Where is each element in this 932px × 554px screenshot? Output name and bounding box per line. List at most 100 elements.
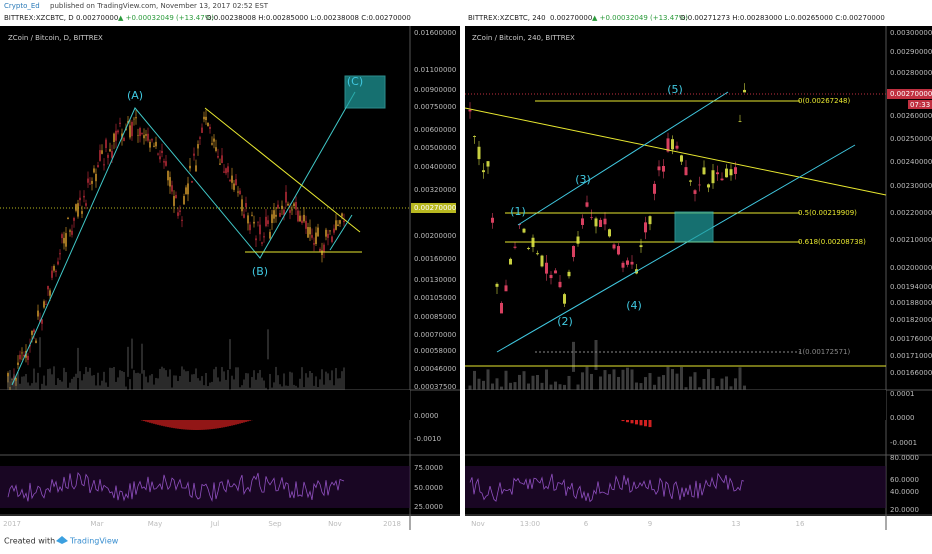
price-label: 0.00750000 xyxy=(414,103,456,111)
price-label: 0.00290000 xyxy=(890,48,932,56)
price-label: 0.00085000 xyxy=(414,313,456,321)
candle-body xyxy=(199,137,200,138)
candle-body xyxy=(129,125,130,137)
price-label: 0.00270000 xyxy=(890,90,932,98)
candle-body xyxy=(177,212,178,216)
candle-body xyxy=(303,215,304,221)
volume-bar xyxy=(229,339,230,369)
candle-body xyxy=(249,225,250,231)
price-label: 0.00182000 xyxy=(890,316,932,324)
candle-body xyxy=(87,179,88,183)
candle-body xyxy=(716,172,719,174)
candle-body xyxy=(331,237,332,242)
macd-label: 0.0001 xyxy=(890,390,915,398)
candle-body xyxy=(149,142,150,148)
time-label: Mar xyxy=(90,520,103,528)
candle-body xyxy=(135,117,136,118)
price-label: 0.00600000 xyxy=(414,126,456,134)
candle-body xyxy=(221,155,222,163)
volume-mask xyxy=(465,390,886,420)
price-label: 0.00130000 xyxy=(414,276,456,284)
candle-body xyxy=(311,235,312,238)
macd-label: 0.0000 xyxy=(414,412,439,420)
candle-body xyxy=(67,218,68,219)
candle-body xyxy=(51,271,52,278)
candle-body xyxy=(545,263,548,274)
symbol: BITTREX:XZCBTC, 240 xyxy=(468,14,546,22)
candle-body xyxy=(327,234,328,238)
candle-body xyxy=(491,218,494,223)
time-label: 9 xyxy=(648,520,652,528)
candle-body xyxy=(649,216,652,224)
candle-body xyxy=(265,217,266,226)
candle-body xyxy=(123,138,124,141)
price-label: 0.00320000 xyxy=(414,186,456,194)
candle-body xyxy=(247,215,248,223)
candle-body xyxy=(725,169,728,178)
candle-body xyxy=(187,183,188,194)
candle-body xyxy=(217,156,218,158)
candle-body xyxy=(496,284,499,287)
candle-body xyxy=(95,174,96,181)
candle-body xyxy=(165,161,166,166)
candle-body xyxy=(640,245,643,247)
candle-body xyxy=(183,196,184,205)
candle-body xyxy=(235,179,236,185)
candle-body xyxy=(241,199,242,211)
price-label: 0.00058000 xyxy=(414,347,456,355)
footer-brand[interactable]: TradingView xyxy=(69,537,119,546)
price-label: 0.00280000 xyxy=(890,69,932,77)
candle-body xyxy=(689,181,692,182)
wave-label: (3) xyxy=(575,173,591,186)
candle-body xyxy=(337,225,338,226)
candle-body xyxy=(63,238,64,243)
price-label: 0.00046000 xyxy=(414,365,456,373)
candle-body xyxy=(590,217,593,218)
candle-body xyxy=(181,220,182,221)
candle-body xyxy=(57,261,58,264)
macd-label: -0.0010 xyxy=(414,435,441,443)
last-price: 0.00270000 xyxy=(76,14,118,22)
rsi-label: 80.0000 xyxy=(890,454,919,462)
price-label: 0.00260000 xyxy=(890,112,932,120)
wave-label: (A) xyxy=(127,89,143,102)
candle-body xyxy=(201,128,202,133)
candle-body xyxy=(608,229,611,236)
candle-body xyxy=(721,179,724,181)
rsi-label: 25.0000 xyxy=(414,503,443,511)
wave-label: (B) xyxy=(252,265,268,278)
author[interactable]: Crypto_Ed xyxy=(4,2,40,10)
target-box xyxy=(675,212,713,242)
price-label: 0.00500000 xyxy=(414,144,456,152)
candle-body xyxy=(293,203,294,206)
candle-body xyxy=(17,363,18,365)
change: ▲ +0.00032049 (+13.47%) xyxy=(118,14,214,22)
time-label: Sep xyxy=(268,520,282,528)
time-label: Nov xyxy=(471,520,485,528)
candle-body xyxy=(559,282,562,287)
candle-body xyxy=(703,167,706,174)
candle-body xyxy=(712,170,715,183)
rsi-label: 20.0000 xyxy=(890,506,919,514)
candle-body xyxy=(35,341,36,344)
candle-body xyxy=(215,147,216,151)
candle-body xyxy=(141,133,142,134)
candle-body xyxy=(161,151,162,153)
candle-body xyxy=(335,220,336,230)
time-label: 13:00 xyxy=(520,520,540,528)
rsi-label: 40.0000 xyxy=(890,488,919,496)
rsi-label: 50.0000 xyxy=(414,484,443,492)
candle-body xyxy=(554,270,557,273)
candle-body xyxy=(739,121,742,122)
change: ▲ +0.00032049 (+13.47%) xyxy=(592,14,688,22)
price-label: 0.00194000 xyxy=(890,283,932,291)
candle-body xyxy=(59,253,60,254)
candle-body xyxy=(707,184,710,187)
candle-body xyxy=(203,117,204,120)
candle-body xyxy=(523,229,526,233)
candle-body xyxy=(541,256,544,267)
candle-body xyxy=(113,134,114,142)
candle-body xyxy=(263,236,264,237)
candle-body xyxy=(119,123,120,124)
